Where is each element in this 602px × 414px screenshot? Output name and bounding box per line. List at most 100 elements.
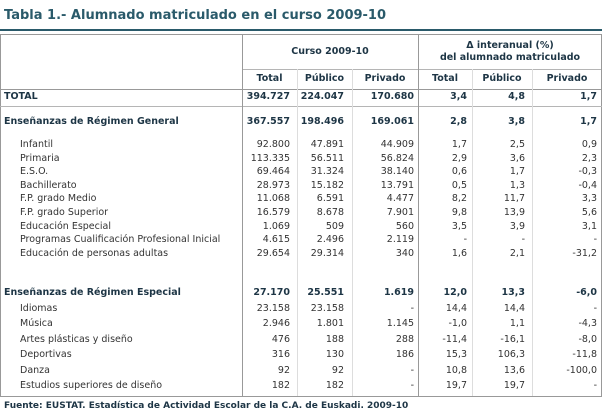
cell: -31,2 (572, 247, 597, 259)
cell: 13.791 (380, 179, 414, 191)
row-label: E.S.O. (20, 166, 49, 178)
cell: 29.654 (256, 247, 290, 259)
cell: 56.511 (310, 152, 344, 164)
table-border (0, 396, 602, 397)
cell: -100,0 (566, 364, 597, 376)
cell: 198.496 (300, 116, 344, 127)
cell: 4.615 (262, 234, 290, 246)
column-header: Total (256, 73, 283, 84)
column-header: Público (482, 73, 522, 84)
cell: 288 (395, 333, 414, 345)
cell: 2,1 (509, 247, 525, 259)
cell: 44.909 (380, 139, 414, 150)
column-header: Privado (364, 73, 406, 84)
title-rule (0, 29, 602, 31)
cell: 2,5 (509, 139, 525, 150)
cell: 19,7 (445, 380, 467, 391)
cell: 13,6 (503, 364, 525, 376)
column-header: Privado (546, 73, 588, 84)
row-label: F.P. grado Superior (20, 207, 109, 218)
header-group: del alumnado matriculado (439, 52, 581, 63)
cell: 1.145 (386, 318, 414, 330)
cell: 31.324 (310, 166, 344, 178)
column-rule (297, 69, 298, 396)
cell: 3,3 (581, 193, 597, 205)
cell: 1,7 (580, 91, 597, 102)
table-border (0, 34, 1, 396)
row-label: Idiomas (20, 303, 58, 314)
cell: 56.824 (380, 152, 414, 164)
cell: 509 (325, 220, 344, 232)
cell: 2.496 (316, 234, 344, 246)
cell: 23.158 (256, 303, 290, 314)
cell: 13,3 (501, 287, 525, 298)
cell: 92 (277, 364, 290, 376)
row-label: Artes plásticas y diseño (20, 333, 133, 345)
cell: 28.973 (256, 179, 290, 191)
cell: 106,3 (497, 349, 525, 361)
cell: 25.551 (307, 287, 344, 298)
cell: 1.801 (316, 318, 344, 330)
cell: 1,7 (580, 116, 597, 127)
cell: 16.579 (256, 207, 290, 218)
cell: 182 (271, 380, 290, 391)
row-label: Educación de personas adultas (20, 247, 169, 259)
cell: 27.170 (253, 287, 290, 298)
cell: 92.800 (256, 139, 290, 150)
cell: -0,4 (578, 179, 597, 191)
row-heading: Enseñanzas de Régimen Especial (4, 287, 181, 298)
cell: 4.477 (386, 193, 414, 205)
cell: - (463, 234, 467, 246)
cell: - (410, 364, 414, 376)
cell: 2,9 (451, 152, 467, 164)
cell: - (593, 303, 597, 314)
cell: 340 (395, 247, 414, 259)
cell: -11,8 (572, 349, 597, 361)
cell: -0,3 (578, 166, 597, 178)
cell: 9,8 (451, 207, 467, 218)
header-group: Curso 2009-10 (291, 46, 369, 57)
cell: - (410, 380, 414, 391)
header-rule (0, 89, 602, 90)
cell: 476 (271, 333, 290, 345)
row-heading: Enseñanzas de Régimen General (4, 116, 179, 127)
cell: 367.557 (246, 116, 290, 127)
cell: - (521, 234, 525, 246)
cell: 1,7 (451, 139, 467, 150)
cell: -1,0 (448, 318, 467, 330)
column-rule (472, 69, 473, 396)
cell: 4,8 (508, 91, 525, 102)
column-rule (242, 34, 243, 396)
row-label: Música (20, 318, 53, 330)
cell: 15.182 (310, 179, 344, 191)
cell: 23.158 (310, 303, 344, 314)
cell: 1,3 (509, 179, 525, 191)
cell: 170.680 (370, 91, 414, 102)
title: Tabla 1.- Alumnado matriculado en el cur… (4, 8, 387, 23)
cell: 8.678 (316, 207, 344, 218)
cell: 14,4 (445, 303, 467, 314)
cell: 12,0 (443, 287, 467, 298)
cell: 10,8 (445, 364, 467, 376)
row-label: Primaria (20, 152, 60, 164)
cell: 47.891 (310, 139, 344, 150)
cell: 2.119 (386, 234, 414, 246)
cell: 0,9 (581, 139, 597, 150)
cell: 3,5 (451, 220, 467, 232)
row-label: Infantil (20, 139, 54, 150)
cell: 14,4 (503, 303, 525, 314)
cell: 113.335 (250, 152, 290, 164)
cell: 0,6 (451, 166, 467, 178)
cell: -16,1 (500, 333, 525, 345)
row-rule (0, 106, 602, 107)
cell: 1.619 (383, 287, 414, 298)
cell: 19,7 (503, 380, 525, 391)
cell: -11,4 (442, 333, 467, 345)
cell: 3,9 (509, 220, 525, 232)
cell: -6,0 (576, 287, 597, 298)
cell: 1,7 (509, 166, 525, 178)
cell: 0,5 (451, 179, 467, 191)
row-label: Bachillerato (20, 179, 77, 191)
column-header: Total (432, 73, 458, 84)
